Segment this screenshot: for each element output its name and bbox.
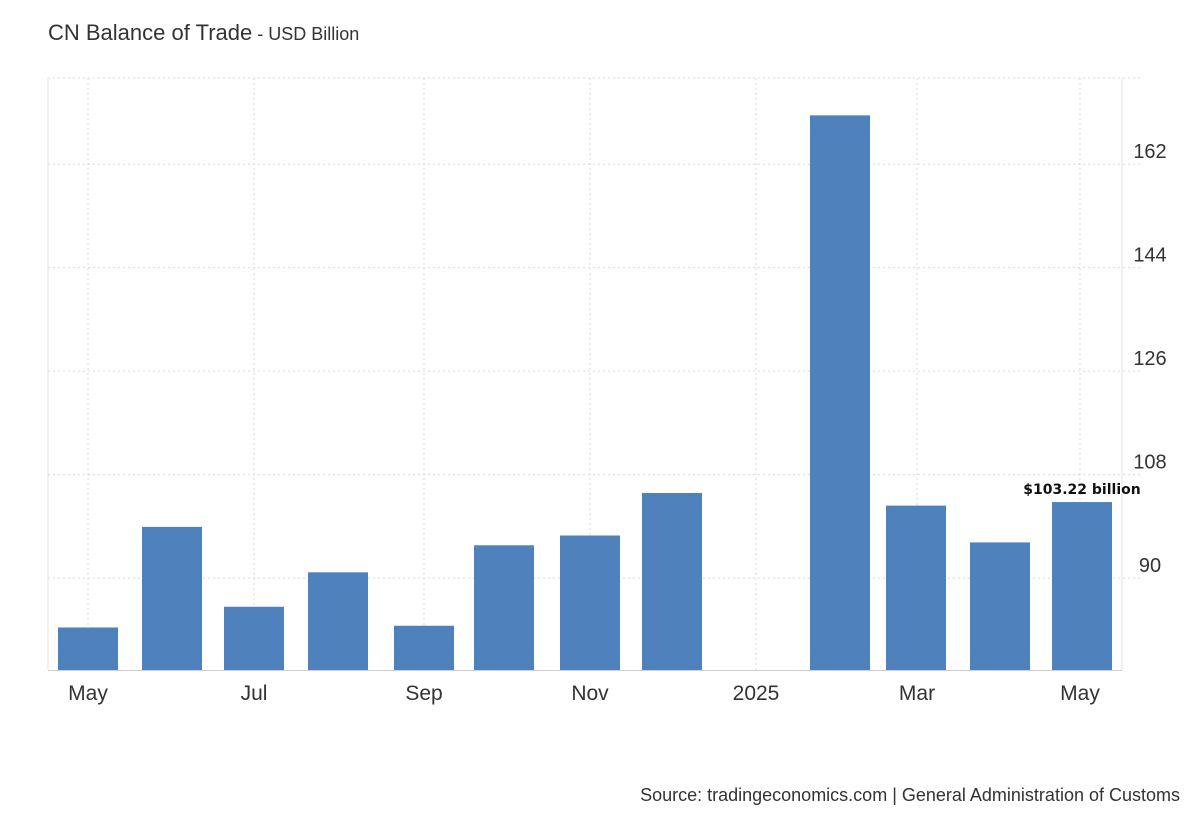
bar-2 (224, 606, 284, 670)
x-tick-label-2: Sep (405, 682, 442, 705)
x-tick-label-3: Nov (571, 682, 609, 705)
bar-10 (970, 542, 1030, 670)
y-tick-label-1: 108 (1133, 452, 1166, 474)
source-note: Source: tradingeconomics.com | General A… (640, 785, 1180, 805)
bar-8 (810, 115, 870, 670)
bar-11 (1052, 502, 1112, 670)
x-tick-label-6: May (1060, 682, 1100, 705)
bar-1 (142, 526, 202, 670)
x-tick-label-4: 2025 (733, 682, 780, 705)
bar-4 (394, 625, 454, 670)
bar-6 (560, 535, 620, 670)
bar-3 (308, 572, 368, 670)
y-tick-label-4: 162 (1133, 141, 1166, 163)
bar-9 (886, 505, 946, 670)
last-value-label: $103.22 billion (1023, 482, 1140, 498)
chart-subtitle: USD Billion (268, 24, 360, 44)
y-tick-label-2: 126 (1133, 348, 1166, 370)
bar-0 (58, 627, 118, 670)
title-separator: - (252, 24, 269, 44)
x-tick-label-5: Mar (899, 682, 935, 705)
x-tick-label-1: Jul (241, 682, 268, 705)
y-tick-label-0: 90 (1139, 555, 1161, 577)
x-tick-label-0: May (68, 682, 108, 705)
chart-title-text: CN Balance of Trade (48, 20, 253, 45)
y-tick-label-3: 144 (1133, 245, 1166, 267)
chart-title: CN Balance of Trade - USD Billion (48, 20, 359, 46)
bar-7 (642, 492, 702, 670)
bar-5 (474, 545, 534, 670)
